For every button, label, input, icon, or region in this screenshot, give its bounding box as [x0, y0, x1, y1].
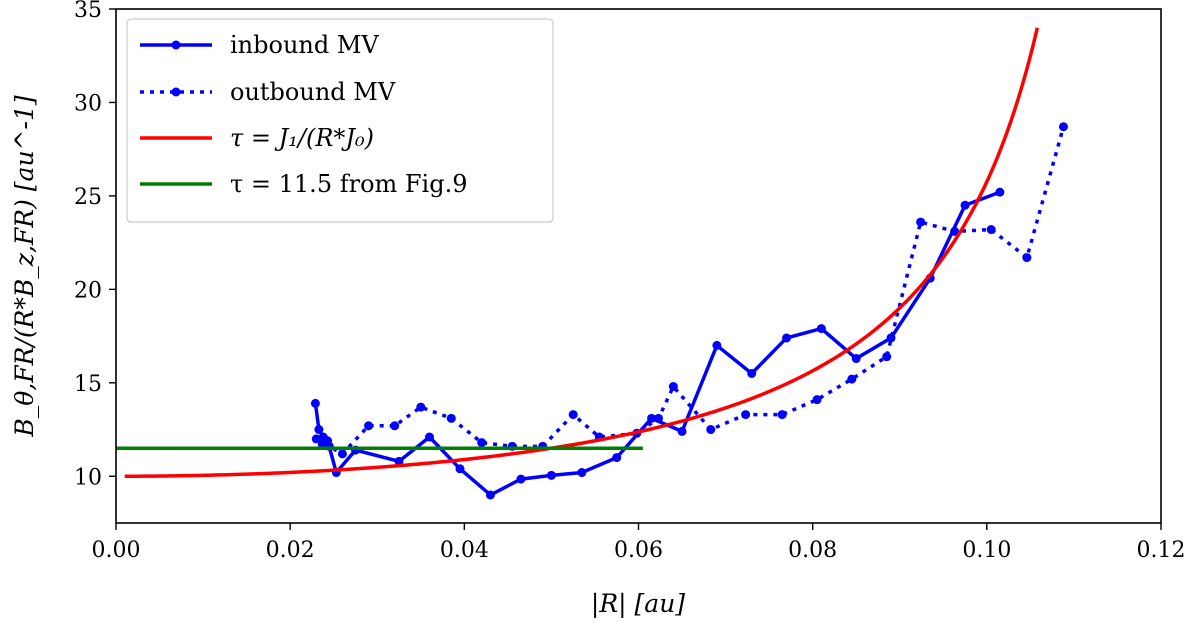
data-point-0-10 — [516, 474, 526, 484]
legend-box — [126, 18, 554, 223]
y-axis-ticks: 10 15 20 25 30 35 — [74, 0, 116, 490]
legend-entry-inbound: inbound MV — [140, 31, 379, 59]
data-point-1-11 — [568, 410, 578, 420]
x-tick-label: 0.10 — [962, 538, 1011, 563]
data-point-0-18 — [782, 333, 792, 343]
data-point-1-5 — [390, 421, 400, 431]
legend-label-inbound: inbound MV — [230, 31, 379, 59]
series-line-2 — [124, 27, 1040, 479]
series-2 — [124, 27, 1040, 479]
legend-marker-inbound — [171, 40, 181, 50]
data-point-0-8 — [455, 464, 465, 474]
series-line-1 — [315, 126, 1066, 456]
data-point-1-23 — [950, 226, 960, 236]
data-point-0-9 — [485, 490, 495, 500]
data-point-0-7 — [425, 432, 434, 442]
x-tick-label: 0.02 — [266, 538, 315, 563]
data-point-1-3 — [337, 449, 347, 459]
x-tick-label: 0.06 — [614, 538, 663, 563]
data-point-1-21 — [882, 352, 892, 362]
data-point-0-19 — [816, 324, 826, 334]
x-axis-label: |R| [au] — [591, 589, 685, 619]
series-layer — [116, 27, 1068, 500]
y-tick-label: 15 — [74, 372, 102, 397]
data-point-1-26 — [1058, 122, 1068, 132]
data-point-1-20 — [847, 374, 857, 384]
x-tick-label: 0.12 — [1137, 538, 1186, 563]
y-tick-label: 10 — [74, 465, 102, 490]
legend-entry-constant: τ = 11.5 from Fig.9 — [140, 170, 468, 198]
legend-label-bessel: τ = J₁/(R*J₀) — [230, 124, 374, 152]
data-point-1-24 — [986, 225, 996, 235]
series-0 — [310, 187, 1005, 500]
data-point-1-16 — [706, 425, 716, 435]
data-point-1-19 — [812, 395, 822, 405]
x-axis-ticks: 0.00 0.02 0.04 0.06 0.08 0.10 0.12 — [92, 523, 1186, 563]
data-point-0-11 — [546, 470, 556, 480]
y-tick-label: 20 — [74, 278, 102, 303]
x-tick-label: 0.08 — [788, 538, 837, 563]
data-point-1-25 — [1022, 253, 1032, 263]
data-point-0-6 — [394, 456, 404, 466]
data-point-0-23 — [960, 200, 970, 210]
data-point-0-13 — [612, 453, 622, 463]
series-1 — [311, 122, 1068, 459]
data-point-0-24 — [995, 187, 1005, 197]
data-point-1-22 — [916, 217, 926, 227]
x-tick-label: 0.04 — [440, 538, 489, 563]
legend-entry-outbound: outbound MV — [140, 78, 396, 106]
legend-marker-outbound — [171, 87, 181, 97]
data-point-1-14 — [654, 413, 664, 423]
legend-label-outbound: outbound MV — [230, 78, 396, 106]
y-tick-label: 35 — [74, 0, 102, 23]
y-axis-label: B_θ,FR/(R*B_z,FR) [au^-1] — [10, 95, 39, 437]
data-point-0-16 — [712, 340, 722, 350]
y-tick-label: 25 — [74, 185, 102, 210]
data-point-1-18 — [777, 410, 787, 420]
data-point-1-4 — [364, 421, 374, 431]
data-point-1-17 — [741, 410, 751, 420]
legend: inbound MV outbound MV τ = J₁/(R*J₀) τ =… — [126, 18, 554, 223]
legend-entry-bessel: τ = J₁/(R*J₀) — [140, 124, 374, 152]
data-point-1-15 — [668, 382, 678, 392]
data-point-0-17 — [747, 368, 757, 378]
data-point-1-7 — [446, 413, 456, 423]
data-point-0-20 — [851, 354, 861, 364]
data-point-0-0 — [310, 398, 320, 408]
data-point-1-8 — [477, 438, 487, 448]
data-point-0-1 — [314, 425, 324, 435]
data-point-1-6 — [416, 402, 426, 412]
y-tick-label: 30 — [74, 91, 102, 116]
data-point-0-15 — [677, 426, 687, 436]
x-tick-label: 0.00 — [92, 538, 141, 563]
data-point-1-0 — [311, 434, 321, 444]
data-point-0-12 — [577, 468, 587, 478]
legend-label-constant: τ = 11.5 from Fig.9 — [230, 170, 468, 198]
data-point-0-14 — [647, 413, 657, 423]
